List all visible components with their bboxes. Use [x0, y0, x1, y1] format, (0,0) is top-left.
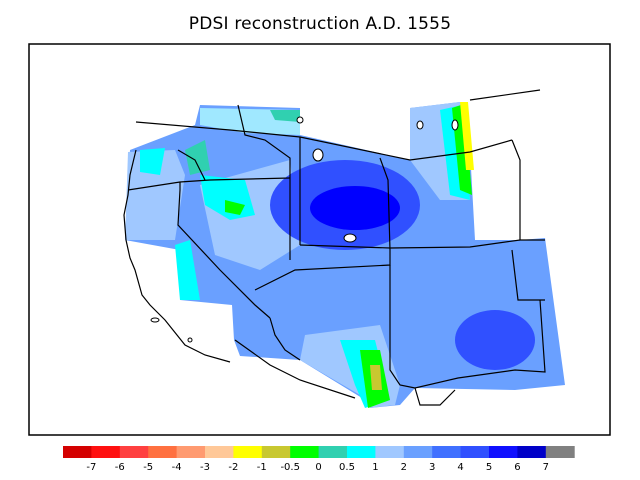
colorbar-swatch — [63, 446, 92, 458]
region-cyan-mid — [175, 240, 200, 300]
colorbar: -7 -6 -5 -4 -3 -2 -1 -0.5 0 0.5 1 2 3 4 5 6 7 — [63, 446, 575, 473]
colorbar-swatch — [290, 446, 320, 458]
ca-nv-border — [177, 182, 271, 319]
region-green-ut — [225, 200, 245, 215]
pdsi-field — [125, 102, 565, 408]
colorbar-label: 7 — [543, 462, 549, 473]
colorbar-label: 0 — [315, 462, 321, 473]
region-yellow-east — [460, 102, 474, 170]
colorbar-swatch — [318, 446, 348, 458]
colorbar-label: -0.5 — [280, 462, 300, 473]
colorbar-swatch — [233, 446, 263, 458]
colorbar-label: -3 — [200, 462, 210, 473]
colorbar-label: 0.5 — [339, 462, 355, 473]
colorbar-swatch — [489, 446, 518, 458]
co-ks-border — [511, 249, 545, 301]
region-light-west — [125, 150, 185, 240]
colorbar-swatch — [375, 446, 405, 458]
nd-sd-border — [379, 157, 391, 251]
colorbar-swatch — [347, 446, 376, 458]
colorbar-label: -2 — [228, 462, 238, 473]
colorbar-label: 1 — [372, 462, 378, 473]
colorbar-label: -1 — [257, 462, 267, 473]
mexico-border — [234, 339, 356, 399]
id-ut-border — [209, 177, 291, 181]
colorbar-swatch — [119, 446, 149, 458]
colorbar-label: 3 — [429, 462, 435, 473]
colorbar-label: 5 — [486, 462, 492, 473]
ok-ar-border — [511, 139, 545, 241]
colorbar-swatch — [148, 446, 178, 458]
canada-top — [469, 89, 541, 101]
colorbar-swatch — [432, 446, 462, 458]
id-or-border — [177, 149, 206, 181]
colorbar-swatch — [261, 446, 291, 458]
colorbar-swatch — [205, 446, 234, 458]
region-teal-north — [270, 110, 300, 122]
colorbar-label: 4 — [457, 462, 463, 473]
colorbar-swatch — [403, 446, 433, 458]
az-nm-border — [389, 265, 546, 389]
chart-title: PDSI reconstruction A.D. 1555 — [188, 14, 452, 34]
region-blue-se — [455, 310, 535, 370]
nm-mexico-border — [414, 387, 456, 406]
us-canada-border — [135, 121, 513, 161]
colorbar-swatch — [176, 446, 206, 458]
colorbar-label: -4 — [172, 462, 182, 473]
region-green-nv — [185, 140, 210, 175]
colorbar-swatch — [545, 446, 575, 458]
colorbar-label: -5 — [143, 462, 153, 473]
colorbar-swatch — [91, 446, 121, 458]
id-mt-border — [237, 104, 291, 178]
lakes — [150, 116, 459, 343]
ut-az-border — [254, 250, 391, 291]
nv-az-border — [269, 317, 301, 361]
colorbar-label: 2 — [401, 462, 407, 473]
region-darkblue-center — [310, 186, 400, 230]
colorbar-label: 6 — [514, 462, 520, 473]
colorbar-label: -6 — [115, 462, 125, 473]
colorbar-label: -7 — [86, 462, 96, 473]
region-cyan-nw — [140, 148, 165, 175]
region-yellowgreen-south — [370, 365, 382, 390]
pacific-coast — [123, 149, 231, 363]
colorbar-swatch — [517, 446, 547, 458]
boundaries — [123, 89, 546, 406]
colorbar-swatch — [460, 446, 490, 458]
wy-co-border — [299, 239, 521, 249]
